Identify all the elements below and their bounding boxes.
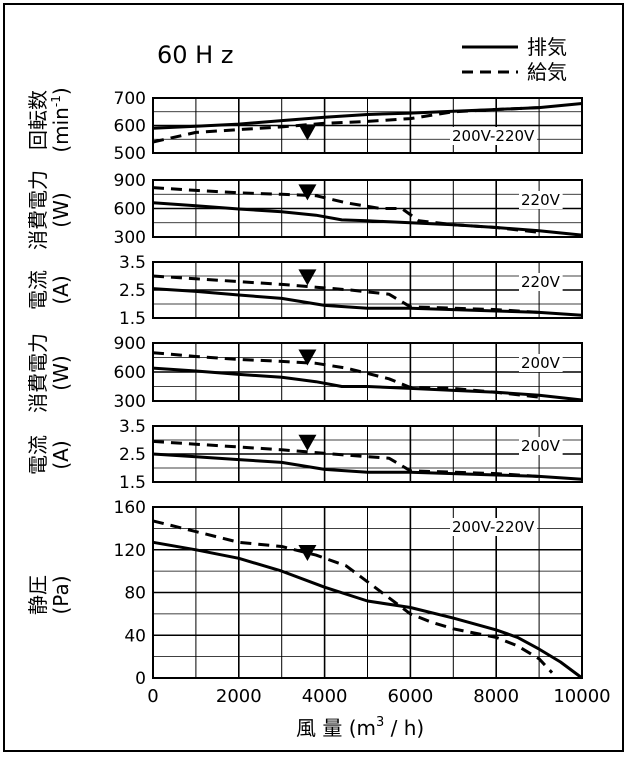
legend: 排気 給気 — [462, 35, 567, 84]
power220-y-tick-label: 900 — [114, 171, 146, 191]
legend-exhaust-label: 排気 — [527, 35, 567, 59]
power220-y-axis-unit: (W) — [49, 192, 73, 227]
pressure-x-tick-label: 2000 — [216, 686, 262, 707]
current220-voltage-label: 220V — [521, 273, 561, 291]
power200-voltage-label: 200V — [521, 354, 561, 372]
frequency-title: 60 H z — [157, 41, 233, 69]
current220-operating-point-marker — [298, 269, 317, 286]
pressure-y-axis-name: 静圧 — [26, 575, 50, 615]
power220-voltage-label: 220V — [521, 191, 561, 209]
pressure-series-supply-line — [152, 519, 554, 674]
current200-y-tick-label: 2.5 — [119, 445, 146, 465]
pressure-x-tick-label: 8000 — [473, 686, 519, 707]
rpm-panel-border — [152, 97, 583, 154]
power200-y-tick-label: 300 — [114, 392, 146, 412]
legend-supply-label: 給気 — [527, 60, 567, 84]
power200-series-supply-line — [152, 351, 540, 399]
pressure-y-tick-label: 120 — [114, 541, 146, 561]
power220-series-exhaust-line — [152, 201, 583, 237]
x-axis-title: 風 量 (m3 / h) — [296, 715, 424, 740]
rpm-y-tick-label: 500 — [114, 144, 146, 164]
pressure-operating-point-marker — [298, 544, 317, 561]
pressure-panel-border — [152, 506, 583, 679]
rpm-y-axis-unit: (min-1) — [49, 87, 73, 152]
power200-voltage-label-bg — [519, 354, 563, 372]
pressure-x-tick-label: 4000 — [302, 686, 348, 707]
current200-y-axis-unit: (A) — [49, 440, 73, 469]
rpm-y-tick-label: 600 — [114, 117, 146, 137]
current220-y-tick-label: 3.5 — [119, 253, 146, 273]
power200-y-axis-unit: (W) — [49, 355, 73, 390]
current200-operating-point-marker — [298, 434, 317, 451]
power220-operating-point-marker — [298, 184, 317, 201]
rpm-operating-point-marker — [298, 124, 317, 141]
power200-y-tick-label: 900 — [114, 334, 146, 354]
pressure-y-tick-label: 40 — [124, 626, 146, 646]
power200-operating-point-marker — [298, 349, 317, 366]
outer-border — [3, 3, 624, 752]
pressure-y-axis-unit: (Pa) — [49, 575, 73, 614]
pressure-y-tick-label: 80 — [124, 584, 146, 604]
pressure-series-exhaust-line — [152, 540, 583, 680]
current220-y-axis-unit: (A) — [49, 275, 73, 304]
pressure-voltage-label: 200V-220V — [452, 518, 535, 536]
power200-y-axis-name: 消費電力 — [26, 333, 50, 413]
power220-panel-border — [152, 179, 583, 238]
x-axis-label: 風 量 (m3 / h) — [296, 715, 424, 740]
rpm-voltage-label: 200V-220V — [452, 127, 535, 145]
power200-y-tick-label: 600 — [114, 363, 146, 383]
rpm-y-tick-label: 700 — [114, 89, 146, 109]
power220-y-tick-label: 600 — [114, 200, 146, 220]
power220-series-supply-line — [152, 186, 540, 234]
pressure-y-tick-label: 160 — [114, 498, 146, 518]
pressure-x-tick-label: 10000 — [553, 686, 610, 707]
power220-y-axis-name: 消費電力 — [26, 170, 50, 250]
current200-y-tick-label: 1.5 — [119, 473, 146, 493]
current200-y-axis-name: 電流 — [26, 435, 50, 475]
power220-y-tick-label: 300 — [114, 228, 146, 248]
current220-y-axis-name: 電流 — [26, 270, 50, 310]
current220-y-tick-label: 1.5 — [119, 309, 146, 329]
current220-y-tick-label: 2.5 — [119, 281, 146, 301]
power200-series-exhaust-line — [152, 366, 583, 402]
chart-panels: 500 600 700 200V-220V 回転数 (min-1) 300 600 900 220… — [26, 87, 611, 707]
rpm-series-exhaust-line — [152, 102, 583, 130]
current200-voltage-label: 200V — [521, 437, 561, 455]
rpm-y-axis-name: 回転数 — [26, 90, 50, 150]
pressure-x-tick-label: 6000 — [387, 686, 433, 707]
power220-voltage-label-bg — [519, 191, 563, 209]
pressure-y-tick-label: 0 — [135, 669, 146, 689]
power200-panel-border — [152, 342, 583, 402]
current200-y-tick-label: 3.5 — [119, 417, 146, 437]
rpm-voltage-label-bg — [450, 127, 538, 145]
current200-voltage-label-bg — [519, 437, 563, 455]
current220-voltage-label-bg — [519, 273, 563, 291]
pressure-voltage-label-bg — [450, 518, 538, 536]
pressure-x-tick-label: 0 — [147, 686, 158, 707]
